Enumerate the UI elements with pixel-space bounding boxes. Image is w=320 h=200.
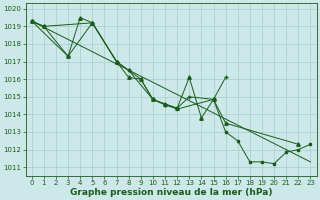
X-axis label: Graphe pression niveau de la mer (hPa): Graphe pression niveau de la mer (hPa) — [70, 188, 272, 197]
